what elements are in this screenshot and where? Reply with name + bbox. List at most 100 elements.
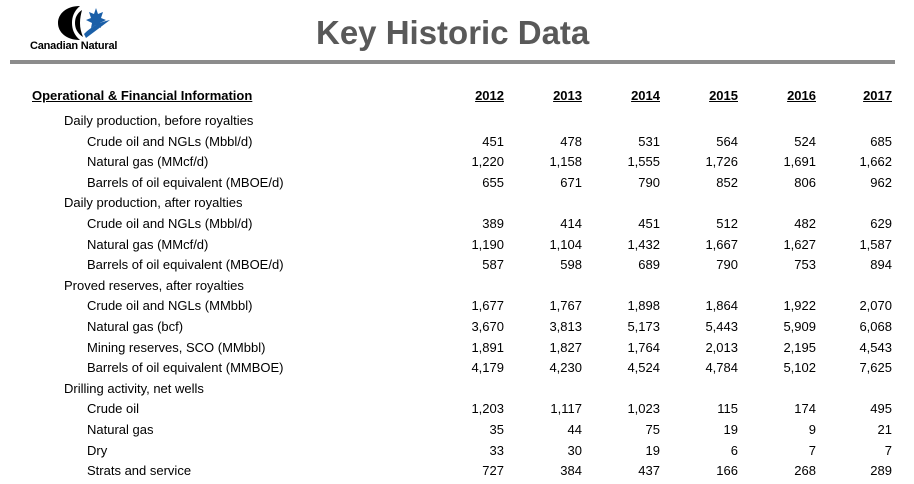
cell-value: 1,767 — [549, 298, 582, 314]
cell-value: 166 — [716, 463, 738, 479]
section-row: Drilling activity, net wells — [0, 379, 914, 400]
table-row: Crude oil and NGLs (Mbbl/d) 451 478 531 564 5… — [0, 132, 914, 153]
year-header: 2013 — [553, 88, 582, 103]
cell-value: 1,677 — [471, 298, 504, 314]
cell-value: 4,543 — [859, 339, 892, 355]
section-row: Proved reserves, after royalties — [0, 276, 914, 297]
row-label: Crude oil and NGLs (Mbbl/d) — [87, 133, 253, 149]
cell-value: 1,023 — [627, 401, 660, 417]
cell-value: 790 — [638, 174, 660, 190]
cell-value: 629 — [870, 215, 892, 231]
cell-value: 9 — [808, 421, 816, 437]
table-row: Natural gas 35 44 75 19 9 21 — [0, 420, 914, 441]
cell-value: 451 — [482, 133, 504, 149]
row-label: Crude oil and NGLs (Mbbl/d) — [87, 215, 253, 231]
cell-value: 44 — [567, 421, 582, 437]
table-header-row: Operational & Financial Information 2012… — [0, 84, 914, 111]
year-header: 2016 — [787, 88, 816, 103]
cell-value: 7 — [884, 442, 892, 458]
cell-value: 5,443 — [705, 318, 738, 334]
cell-value: 389 — [482, 215, 504, 231]
cell-value: 5,909 — [783, 318, 816, 334]
cell-value: 4,524 — [627, 360, 660, 376]
cell-value: 30 — [567, 442, 582, 458]
section-row: Daily production, after royalties — [0, 193, 914, 214]
cell-value: 1,104 — [549, 236, 582, 252]
cell-value: 753 — [794, 257, 816, 273]
cell-value: 451 — [638, 215, 660, 231]
cell-value: 1,432 — [627, 236, 660, 252]
cell-value: 894 — [870, 257, 892, 273]
cell-value: 3,813 — [549, 318, 582, 334]
year-header: 2015 — [709, 88, 738, 103]
page-title: Key Historic Data — [316, 14, 590, 51]
cell-value: 598 — [560, 257, 582, 273]
cell-value: 115 — [717, 401, 738, 417]
row-label: Natural gas — [87, 421, 154, 437]
cell-value: 4,230 — [549, 360, 582, 376]
row-label: Crude oil — [87, 401, 140, 417]
row-label: Crude oil and NGLs (MMbbl) — [87, 298, 253, 314]
cell-value: 512 — [716, 215, 738, 231]
cell-value: 1,827 — [549, 339, 582, 355]
section-label: Drilling activity, net wells — [64, 380, 204, 396]
table-header-label: Operational & Financial Information — [32, 88, 253, 103]
cell-value: 19 — [723, 421, 738, 437]
cell-value: 289 — [870, 463, 892, 479]
cell-value: 1,555 — [627, 154, 660, 170]
section-label: Proved reserves, after royalties — [64, 277, 244, 293]
cell-value: 671 — [560, 174, 582, 190]
table-row: Mining reserves, SCO (MMbbl) 1,891 1,827 1,… — [0, 338, 914, 359]
cell-value: 1,864 — [705, 298, 738, 314]
cell-value: 437 — [638, 463, 660, 479]
cell-value: 1,117 — [550, 401, 582, 417]
cell-value: 962 — [870, 174, 892, 190]
cell-value: 6,068 — [859, 318, 892, 334]
cell-value: 852 — [716, 174, 738, 190]
cell-value: 1,220 — [471, 154, 504, 170]
company-logo-icon — [58, 6, 110, 40]
cell-value: 1,922 — [783, 298, 816, 314]
cell-value: 3,670 — [471, 318, 504, 334]
cell-value: 685 — [870, 133, 892, 149]
section-row: Daily production, before royalties — [0, 111, 914, 132]
cell-value: 174 — [794, 401, 816, 417]
cell-value: 4,179 — [471, 360, 504, 376]
year-header: 2014 — [631, 88, 660, 103]
title-divider — [10, 60, 895, 64]
row-label: Barrels of oil equivalent (MMBOE) — [87, 360, 284, 376]
table-row: Crude oil 1,203 1,117 1,023 115 174 495 — [0, 399, 914, 420]
cell-value: 6 — [730, 442, 738, 458]
cell-value: 2,195 — [783, 339, 816, 355]
cell-value: 1,662 — [859, 154, 892, 170]
cell-value: 1,898 — [627, 298, 660, 314]
year-header: 2017 — [863, 88, 892, 103]
section-label: Daily production, before royalties — [64, 113, 254, 128]
cell-value: 1,691 — [783, 154, 816, 170]
cell-value: 482 — [794, 215, 816, 231]
table-row: Strats and service 727 384 437 166 268 289 — [0, 461, 914, 482]
cell-value: 1,190 — [471, 236, 504, 252]
cell-value: 268 — [794, 463, 816, 479]
company-logo: Canadian Natural — [30, 4, 140, 54]
cell-value: 1,203 — [471, 401, 504, 417]
cell-value: 727 — [482, 463, 504, 479]
table-row: Barrels of oil equivalent (MBOE/d) 655 671… — [0, 173, 914, 194]
row-label: Dry — [87, 442, 108, 458]
cell-value: 524 — [794, 133, 816, 149]
cell-value: 384 — [560, 463, 582, 479]
cell-value: 35 — [489, 421, 504, 437]
cell-value: 564 — [716, 133, 738, 149]
cell-value: 5,102 — [783, 360, 816, 376]
cell-value: 1,158 — [549, 154, 582, 170]
cell-value: 4,784 — [705, 360, 738, 376]
row-label: Strats and service — [87, 463, 192, 479]
cell-value: 75 — [645, 421, 660, 437]
cell-value: 1,726 — [705, 154, 738, 170]
cell-value: 5,173 — [627, 318, 660, 334]
cell-value: 1,667 — [705, 236, 738, 252]
table-row: Crude oil and NGLs (Mbbl/d) 389 414 451 512 4… — [0, 214, 914, 235]
cell-value: 1,587 — [859, 236, 892, 252]
table-row: Natural gas (bcf) 3,670 3,813 5,173 5,443 5,9… — [0, 317, 914, 338]
cell-value: 790 — [716, 257, 738, 273]
